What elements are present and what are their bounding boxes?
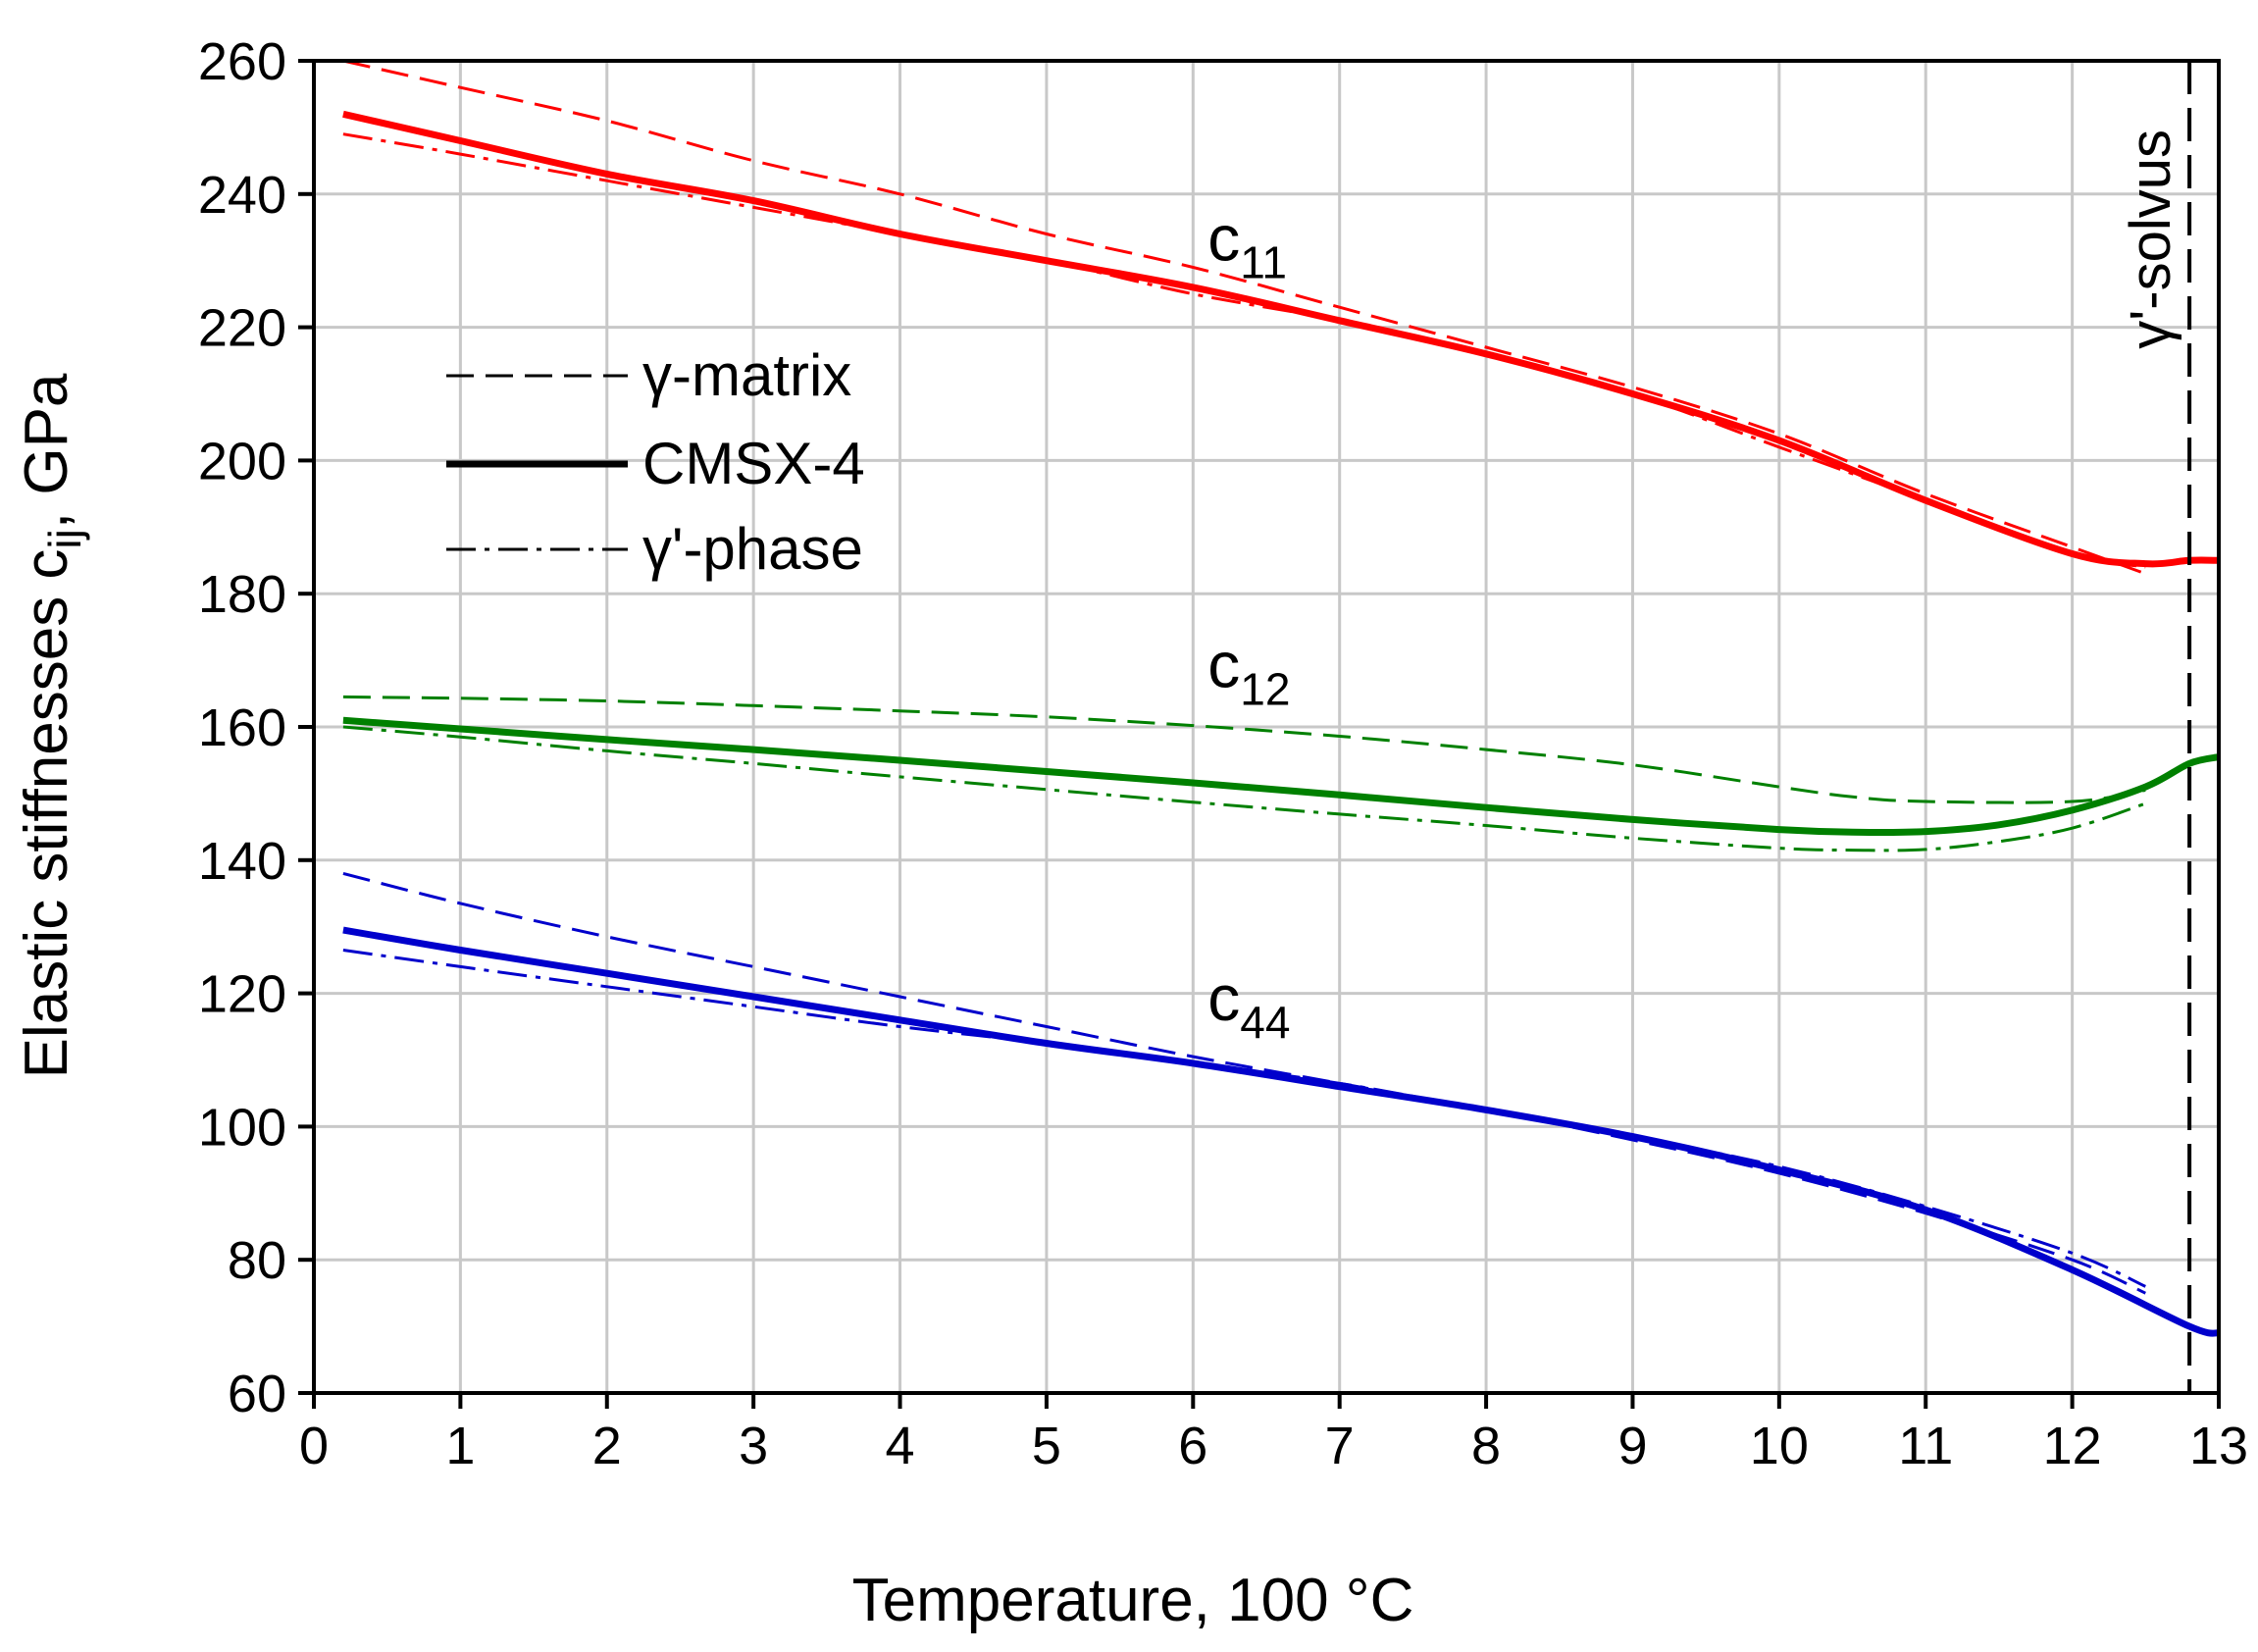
y-tick-label: 180 (198, 565, 286, 624)
x-tick-label: 13 (2189, 1417, 2248, 1475)
series-line-c11-gamma-matrix (342, 59, 2146, 576)
y-tick-label: 160 (198, 698, 286, 757)
x-tick-label: 2 (592, 1417, 622, 1475)
curve-label-c12-main: c (1207, 628, 1240, 700)
curve-label-c11: c11 (1207, 202, 1287, 288)
x-tick-label: 5 (1032, 1417, 1061, 1475)
y-tick-label: 220 (198, 299, 286, 358)
y-axis-title-subscript: ij (39, 529, 90, 548)
x-tick-label: 1 (445, 1417, 475, 1475)
y-tick-label: 140 (198, 832, 286, 891)
curve-label-c44: c44 (1207, 961, 1290, 1048)
x-tick-label: 0 (299, 1417, 329, 1475)
y-tick-label: 200 (198, 432, 286, 490)
y-tick-label: 80 (228, 1231, 286, 1290)
y-tick-label: 100 (198, 1098, 286, 1157)
y-axis-title: Elastic stiffnesses cij, GPa (13, 373, 90, 1078)
curve-label-c44-sub: 44 (1240, 997, 1290, 1048)
x-tick-label: 4 (886, 1417, 915, 1475)
series-line-c44-gamma-prime-phase (342, 949, 2146, 1288)
x-tick-label: 7 (1325, 1417, 1355, 1475)
y-axis-title-unit: , GPa (13, 373, 80, 529)
x-axis-title: Temperature, 100 °C (852, 1567, 1414, 1634)
curve-label-c11-sub: 11 (1240, 237, 1287, 288)
x-tick-label: 11 (1898, 1417, 1953, 1475)
series-line-c12-gamma-matrix (342, 695, 2146, 804)
series-line-c44-cmsx-4 (342, 926, 2220, 1337)
series-line-c11-gamma-prime-phase (342, 132, 2146, 569)
legend: γ-matrix CMSX-4 γ'-phase (446, 342, 865, 582)
curve-label-c44-main: c (1207, 961, 1240, 1034)
curve-label-c12: c12 (1207, 628, 1290, 714)
series-line-c12-cmsx-4 (342, 716, 2220, 837)
curve-label-c11-main: c (1207, 202, 1240, 275)
curve-labels: c11 c12 c44 (1207, 202, 1290, 1048)
y-tick-label: 60 (228, 1365, 286, 1423)
series-line-c44-gamma-matrix (342, 871, 2146, 1295)
legend-label-cmsx4: CMSX-4 (642, 431, 865, 496)
legend-label-gamma-prime-phase: γ'-phase (642, 516, 863, 582)
y-tick-label: 120 (198, 965, 286, 1024)
legend-label-gamma-matrix: γ-matrix (642, 342, 851, 408)
x-tick-label: 6 (1178, 1417, 1207, 1475)
y-tick-label: 240 (198, 166, 286, 225)
curve-label-c12-sub: 12 (1240, 663, 1290, 714)
series-line-c12-gamma-prime-phase (342, 725, 2146, 852)
x-tick-label: 3 (739, 1417, 768, 1475)
y-axis-title-main: Elastic stiffnesses c (13, 549, 80, 1079)
x-tick-label: 8 (1471, 1417, 1501, 1475)
x-tick-label: 10 (1750, 1417, 1809, 1475)
x-tick-label: 12 (2043, 1417, 2102, 1475)
gamma-prime-solvus-label: γ'-solvus (2119, 129, 2182, 349)
y-tick-label: 260 (198, 32, 286, 91)
axis-ticks: 0 1 2 3 4 5 6 7 8 9 10 11 12 136080100120140160180200… (198, 32, 2248, 1475)
x-tick-label: 9 (1617, 1417, 1647, 1475)
series-layer (342, 59, 2220, 1337)
